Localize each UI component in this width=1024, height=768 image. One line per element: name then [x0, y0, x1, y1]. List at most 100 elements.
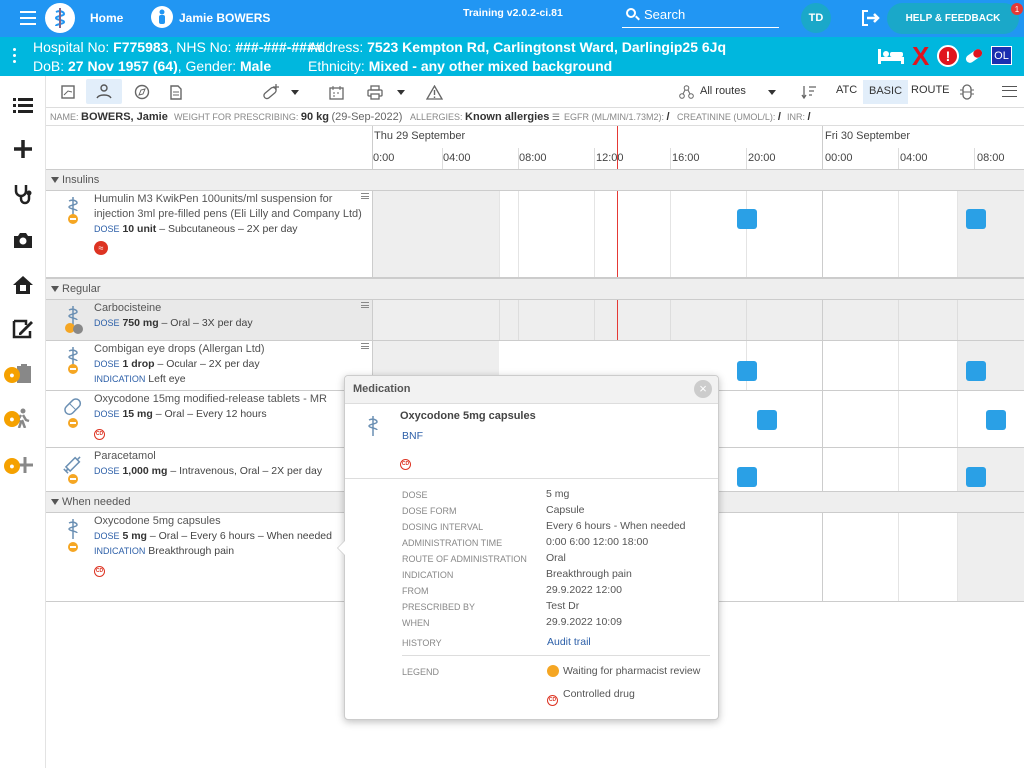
- row-menu-icon[interactable]: [361, 302, 369, 308]
- controlled-drug-icon: CD: [94, 429, 105, 440]
- group-header-regular[interactable]: Regular: [46, 278, 1024, 300]
- group-label: When needed: [62, 496, 131, 508]
- dose-label: DOSE: [94, 224, 120, 234]
- chevron-down-icon[interactable]: [396, 87, 406, 97]
- day-label: Fri 30 September: [825, 130, 910, 142]
- now-line: [617, 126, 618, 170]
- more-vert-icon[interactable]: [13, 48, 17, 64]
- dose-marker[interactable]: [966, 467, 986, 487]
- chevron-down-icon[interactable]: [767, 87, 777, 97]
- allergies-info[interactable]: ALLERGIES: Known allergies ☰: [410, 111, 560, 123]
- ol-badge[interactable]: OL: [991, 46, 1012, 65]
- plus-icon[interactable]: [8, 134, 38, 164]
- help-feedback-button[interactable]: HELP & FEEDBACK: [887, 3, 1019, 34]
- stethoscope-icon[interactable]: [8, 179, 38, 209]
- patient-name[interactable]: Jamie BOWERS: [179, 11, 271, 25]
- field-value: Capsule: [546, 504, 585, 516]
- dose-marker[interactable]: [986, 410, 1006, 430]
- bnf-link[interactable]: BNF: [402, 430, 423, 442]
- field-label: DOSE FORM: [402, 506, 457, 516]
- sort-icon[interactable]: [800, 83, 818, 101]
- route-button[interactable]: ROUTE: [911, 84, 950, 96]
- night-shade: [373, 191, 499, 277]
- dose-detail: – Intravenous, Oral – 2X per day: [170, 465, 323, 477]
- logout-icon[interactable]: [860, 9, 880, 27]
- hospital-label: Hospital No:: [33, 39, 110, 55]
- time-tick: 00:00: [825, 152, 853, 164]
- popup-header: [345, 376, 718, 404]
- medication-cell[interactable]: Combigan eye drops (Allergan Ltd) DOSE 1…: [46, 341, 373, 390]
- dose-value: 5 mg: [122, 530, 147, 542]
- search-box[interactable]: Search: [622, 5, 779, 28]
- home-icon[interactable]: [8, 270, 38, 300]
- audit-trail-link[interactable]: Audit trail: [547, 636, 591, 648]
- weight-info: WEIGHT FOR PRESCRIBING: 90 kg (29-Sep-20…: [174, 111, 402, 123]
- medication-cell[interactable]: Carbocisteine DOSE 750 mg – Oral – 3X pe…: [46, 300, 373, 340]
- user-avatar[interactable]: TD: [801, 3, 831, 33]
- indication-value: Breakthrough pain: [148, 545, 235, 557]
- dose-marker[interactable]: [737, 467, 757, 487]
- search-icon: [626, 8, 636, 18]
- medication-cell[interactable]: Paracetamol DOSE 1,000 mg – Intravenous,…: [46, 448, 373, 491]
- document-icon[interactable]: [166, 82, 186, 102]
- pills-icon[interactable]: [957, 82, 977, 102]
- medication-cell[interactable]: Humulin M3 KwikPen 100units/ml suspensio…: [46, 191, 373, 277]
- chevron-down-icon[interactable]: [290, 87, 300, 97]
- creatinine-value: /: [777, 111, 781, 123]
- basic-button[interactable]: BASIC: [863, 80, 909, 104]
- field-label: ADMINISTRATION TIME: [402, 538, 503, 548]
- routes-select[interactable]: All routes: [700, 85, 780, 97]
- dose-marker[interactable]: [966, 361, 986, 381]
- row-menu-icon[interactable]: [361, 343, 369, 349]
- dose-label: DOSE: [94, 531, 120, 541]
- no-resuscitation-icon[interactable]: X: [912, 41, 930, 71]
- print-icon[interactable]: [365, 82, 385, 102]
- sign-icon[interactable]: [8, 314, 38, 344]
- patient-info-bar: NAME: BOWERS, Jamie WEIGHT FOR PRESCRIBI…: [46, 108, 1024, 126]
- bed-icon[interactable]: [877, 47, 905, 65]
- compass-icon[interactable]: [132, 82, 152, 102]
- address-line: Address: 7523 Kempton Rd, Carlingtonst W…: [308, 39, 726, 55]
- dose-marker[interactable]: [737, 209, 757, 229]
- indication-label: INDICATION: [94, 546, 146, 556]
- dose-marker[interactable]: [757, 410, 777, 430]
- dose-marker[interactable]: [737, 361, 757, 381]
- patient-icon[interactable]: [151, 6, 173, 28]
- list-icon[interactable]: [8, 90, 38, 120]
- warning-icon[interactable]: [424, 82, 444, 102]
- row-menu-icon[interactable]: [361, 193, 369, 199]
- medication-row[interactable]: Carbocisteine DOSE 750 mg – Oral – 3X pe…: [46, 300, 1024, 341]
- medication-cell[interactable]: Oxycodone 15mg modified-release tablets …: [46, 391, 373, 447]
- administer-icon[interactable]: [86, 79, 122, 104]
- field-value: Test Dr: [546, 600, 580, 612]
- add-medication-icon[interactable]: [261, 82, 281, 102]
- menu-icon[interactable]: [20, 11, 36, 25]
- chart-view-icon[interactable]: [58, 82, 78, 102]
- medication-cell[interactable]: Oxycodone 5mg capsules DOSE 5 mg – Oral …: [46, 513, 373, 601]
- dose-marker[interactable]: [966, 209, 986, 229]
- dose-detail: – Subcutaneous – 2X per day: [159, 223, 298, 235]
- time-tick: 04:00: [900, 152, 928, 164]
- lock-icon: ●: [4, 411, 20, 427]
- gender: Male: [240, 58, 272, 74]
- calendar-icon[interactable]: [326, 82, 346, 102]
- camera-icon[interactable]: [8, 225, 38, 255]
- close-icon[interactable]: ×: [694, 380, 712, 398]
- toolbar: All routes ATC BASIC ROUTE: [46, 76, 1024, 108]
- pill-icon[interactable]: [963, 47, 985, 65]
- clipboard-icon[interactable]: ●: [4, 359, 38, 389]
- time-tick: 16:00: [672, 152, 700, 164]
- medication-row[interactable]: Humulin M3 KwikPen 100units/ml suspensio…: [46, 191, 1024, 278]
- atc-button[interactable]: ATC: [836, 84, 858, 96]
- alert-icon[interactable]: !: [937, 45, 959, 67]
- group-header-insulins[interactable]: Insulins: [46, 169, 1024, 191]
- time-tick: 08:00: [977, 152, 1005, 164]
- dose-value: 10 unit: [122, 223, 157, 235]
- menu-icon[interactable]: ☰: [551, 112, 560, 122]
- home-link[interactable]: Home: [90, 11, 124, 25]
- transfer-icon[interactable]: ●: [4, 403, 38, 433]
- field-value: 29.9.2022 12:00: [546, 584, 622, 596]
- hamburger-icon[interactable]: [1002, 86, 1017, 97]
- app-logo[interactable]: [45, 3, 75, 33]
- add-locked-icon[interactable]: ●: [4, 450, 38, 480]
